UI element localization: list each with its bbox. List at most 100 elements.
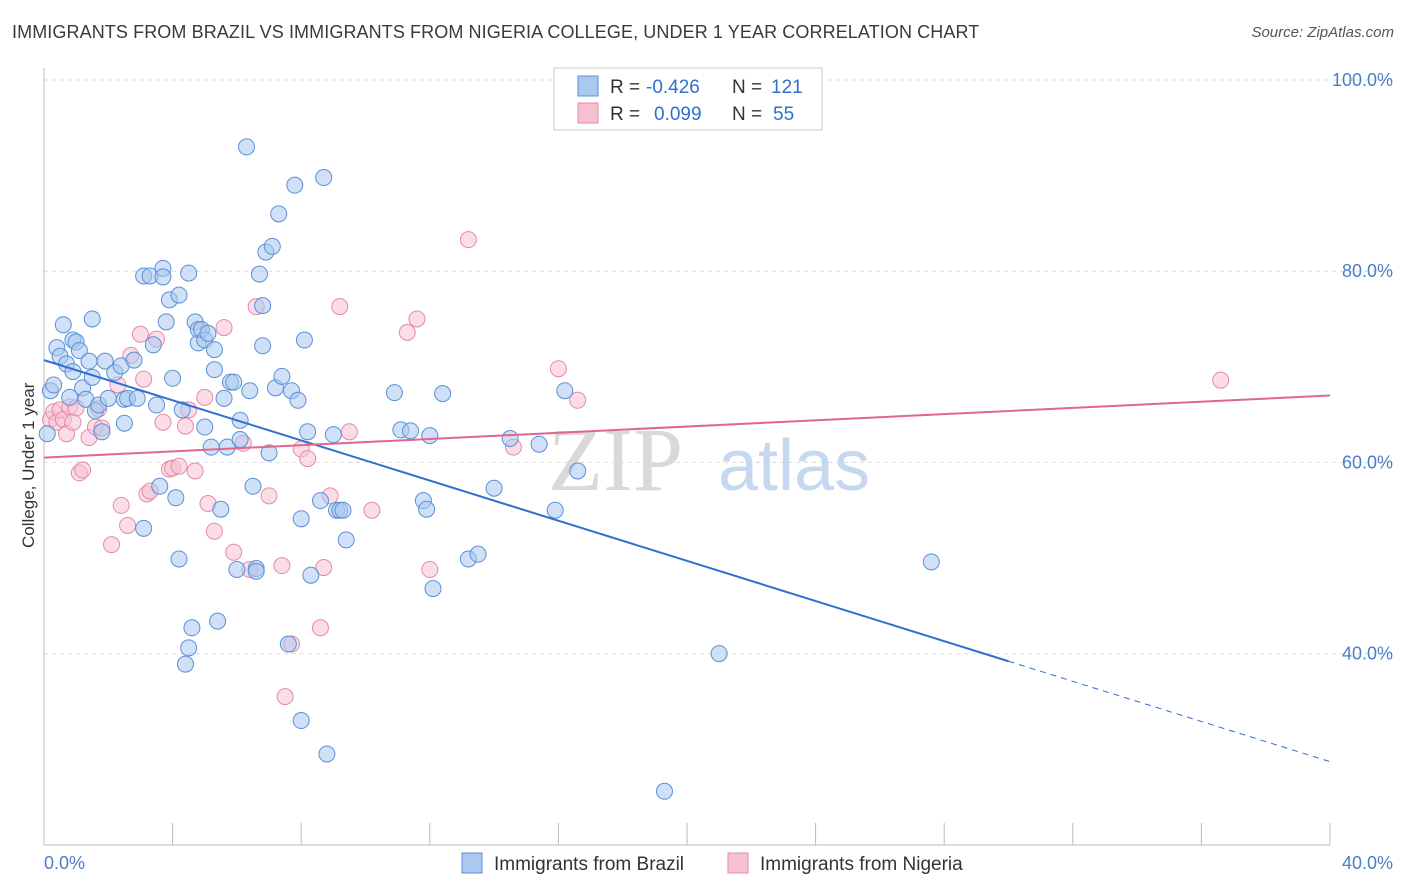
brazil-point [218, 438, 236, 456]
legend-n-value-1: 121 [771, 77, 803, 98]
brazil-point [250, 265, 268, 283]
brazil-point [286, 176, 304, 194]
brazil-point [209, 612, 227, 630]
nigeria-point [135, 370, 153, 388]
brazil-point [324, 426, 342, 444]
nigeria-point [215, 319, 233, 337]
brazil-point [93, 423, 111, 441]
brazil-point [501, 430, 519, 447]
legend-r-label-2: R = [610, 104, 640, 125]
brazil-trend-extension [1008, 660, 1331, 763]
nigeria-point [315, 559, 333, 577]
brazil-point [485, 479, 503, 497]
legend-swatch-brazil [577, 75, 599, 97]
brazil-point [205, 361, 223, 379]
brazil-point [273, 367, 291, 385]
brazil-point [128, 389, 146, 407]
nigeria-point [1212, 371, 1230, 389]
legend-r-label-1: R = [610, 77, 640, 98]
brazil-point [469, 545, 487, 563]
brazil-point [38, 425, 56, 443]
legend-box [553, 67, 823, 131]
brazil-point [176, 655, 194, 673]
nigeria-point [64, 413, 82, 431]
nigeria-point [569, 391, 587, 409]
brazil-point [337, 531, 355, 549]
brazil-point [231, 430, 249, 448]
brazil-point [96, 352, 114, 370]
brazil-point [151, 477, 169, 495]
brazil-point [289, 391, 307, 409]
brazil-point [241, 382, 259, 400]
bottom-legend-swatch-nigeria [727, 852, 749, 874]
nigeria-point [74, 461, 92, 479]
nigeria-point [196, 388, 214, 406]
bottom-legend-brazil: Immigrants from Brazil [494, 854, 684, 875]
brazil-point [418, 500, 436, 518]
y-axis-label: College, Under 1 year [19, 382, 38, 548]
nigeria-point [119, 516, 137, 534]
nigeria-point [311, 619, 329, 637]
legend-n-label-2: N = [732, 104, 762, 125]
brazil-point [205, 341, 223, 359]
x-tick-label-min: 0.0% [44, 853, 85, 873]
brazil-point [295, 331, 313, 349]
brazil-point [83, 310, 101, 328]
brazil-point [546, 501, 564, 519]
brazil-point [315, 169, 333, 187]
brazil-point [180, 639, 198, 657]
legend-r-value-2: 0.099 [654, 104, 702, 125]
brazil-point [238, 138, 256, 156]
brazil-point [254, 337, 272, 355]
nigeria-point [331, 298, 349, 316]
brazil-point [154, 268, 172, 286]
brazil-point [170, 550, 188, 568]
nigeria-point [170, 457, 188, 475]
nigeria-point [276, 688, 294, 706]
brazil-point [183, 619, 201, 637]
brazil-point [212, 500, 230, 518]
watermark-zip: ZIP [548, 411, 683, 510]
trend-lines [43, 359, 1331, 763]
brazil-point [421, 427, 439, 445]
nigeria-point [103, 536, 121, 554]
brazil-point [922, 553, 940, 571]
brazil-point [45, 376, 63, 394]
nigeria-point [421, 560, 439, 578]
brazil-point [215, 389, 233, 407]
brazil-point [70, 342, 88, 360]
brazil-points [38, 138, 940, 800]
nigeria-point [176, 417, 194, 435]
nigeria-point [398, 323, 416, 341]
brazil-trend-line [43, 359, 1009, 663]
brazil-point [655, 782, 673, 800]
legend: R = -0.426 N = 121 R = 0.099 N = 55 [553, 67, 823, 131]
brazil-point [157, 313, 175, 331]
brazil-point [385, 384, 403, 402]
brazil-point [180, 264, 198, 282]
brazil-point [170, 286, 188, 304]
brazil-point [148, 396, 166, 414]
legend-swatch-nigeria [577, 102, 599, 124]
brazil-point [530, 435, 548, 453]
brazil-point [144, 336, 162, 354]
brazil-point [260, 444, 278, 462]
nigeria-point [260, 487, 278, 505]
brazil-point [225, 373, 243, 391]
nigeria-point [459, 231, 477, 249]
nigeria-point [225, 543, 243, 561]
brazil-point [54, 316, 72, 334]
axes [43, 68, 1331, 846]
brazil-point [569, 462, 587, 480]
brazil-point [173, 401, 191, 419]
bottom-legend-swatch-brazil [461, 852, 483, 874]
y-tick-label: 100.0% [1332, 70, 1393, 90]
brazil-point [334, 501, 352, 519]
nigeria-point [340, 423, 358, 441]
brazil-point [80, 352, 98, 370]
brazil-point [115, 414, 133, 432]
y-tick-label: 80.0% [1342, 261, 1393, 281]
watermark: ZIP atlas [548, 411, 870, 510]
nigeria-point [205, 522, 223, 540]
